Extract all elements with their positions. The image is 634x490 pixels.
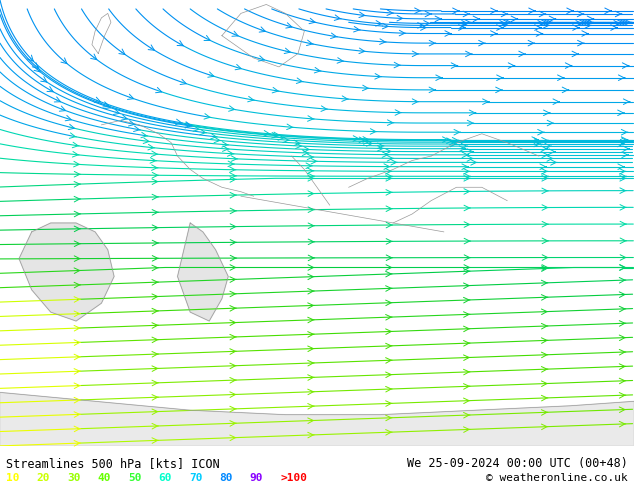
Text: >100: >100 <box>280 473 307 483</box>
Polygon shape <box>19 223 114 321</box>
Text: 50: 50 <box>128 473 141 483</box>
Text: 90: 90 <box>250 473 263 483</box>
Text: 20: 20 <box>37 473 50 483</box>
Text: Streamlines 500 hPa [kts] ICON: Streamlines 500 hPa [kts] ICON <box>6 457 220 470</box>
Text: 70: 70 <box>189 473 202 483</box>
Text: © weatheronline.co.uk: © weatheronline.co.uk <box>486 473 628 483</box>
Text: 40: 40 <box>98 473 111 483</box>
Text: 10: 10 <box>6 473 20 483</box>
Text: 80: 80 <box>219 473 233 483</box>
Text: 30: 30 <box>67 473 81 483</box>
Text: We 25-09-2024 00:00 UTC (00+48): We 25-09-2024 00:00 UTC (00+48) <box>407 457 628 470</box>
Text: 60: 60 <box>158 473 172 483</box>
Polygon shape <box>178 223 228 321</box>
